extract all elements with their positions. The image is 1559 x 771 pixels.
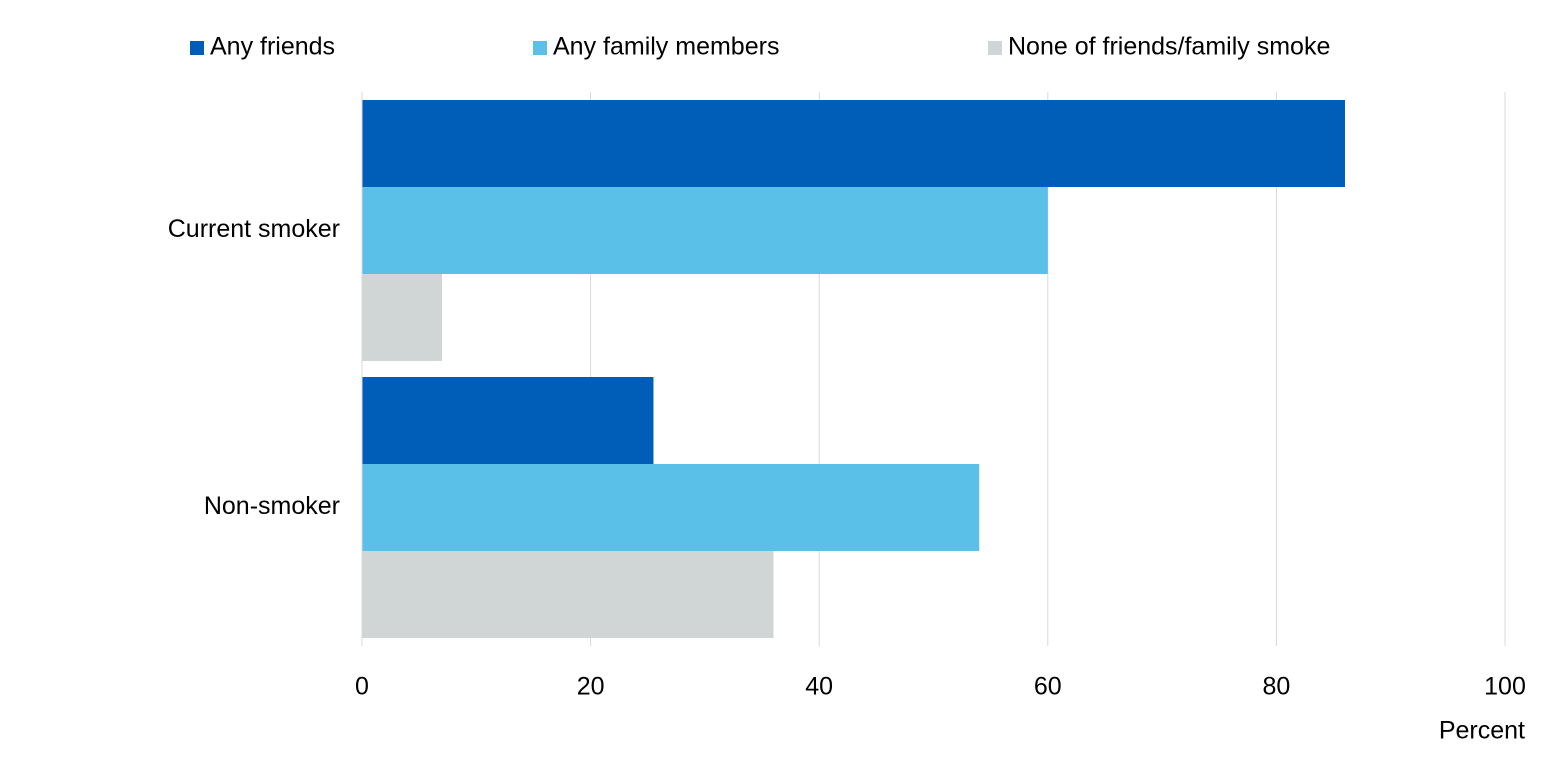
legend-swatch <box>190 41 204 55</box>
x-tick-label: 60 <box>1034 673 1062 701</box>
x-tick-label: 100 <box>1484 673 1526 701</box>
y-tick-label: Non-smoker <box>204 492 340 520</box>
bar <box>362 551 774 638</box>
bar <box>362 187 1048 274</box>
x-tick-label: 40 <box>805 673 833 701</box>
legend-label: None of friends/family smoke <box>1008 33 1330 61</box>
x-axis-label: Percent <box>1439 717 1525 745</box>
x-tick-label: 80 <box>1262 673 1290 701</box>
bar <box>362 274 443 361</box>
x-tick-label: 20 <box>577 673 605 701</box>
legend-label: Any friends <box>210 33 335 61</box>
bar <box>362 377 654 464</box>
y-tick-label: Current smoker <box>168 215 340 243</box>
legend-swatch <box>988 41 1002 55</box>
legend-swatch <box>533 41 547 55</box>
legend-label: Any family members <box>553 33 779 61</box>
bar <box>362 464 980 551</box>
bar <box>362 100 1345 187</box>
x-tick-label: 0 <box>355 673 369 701</box>
